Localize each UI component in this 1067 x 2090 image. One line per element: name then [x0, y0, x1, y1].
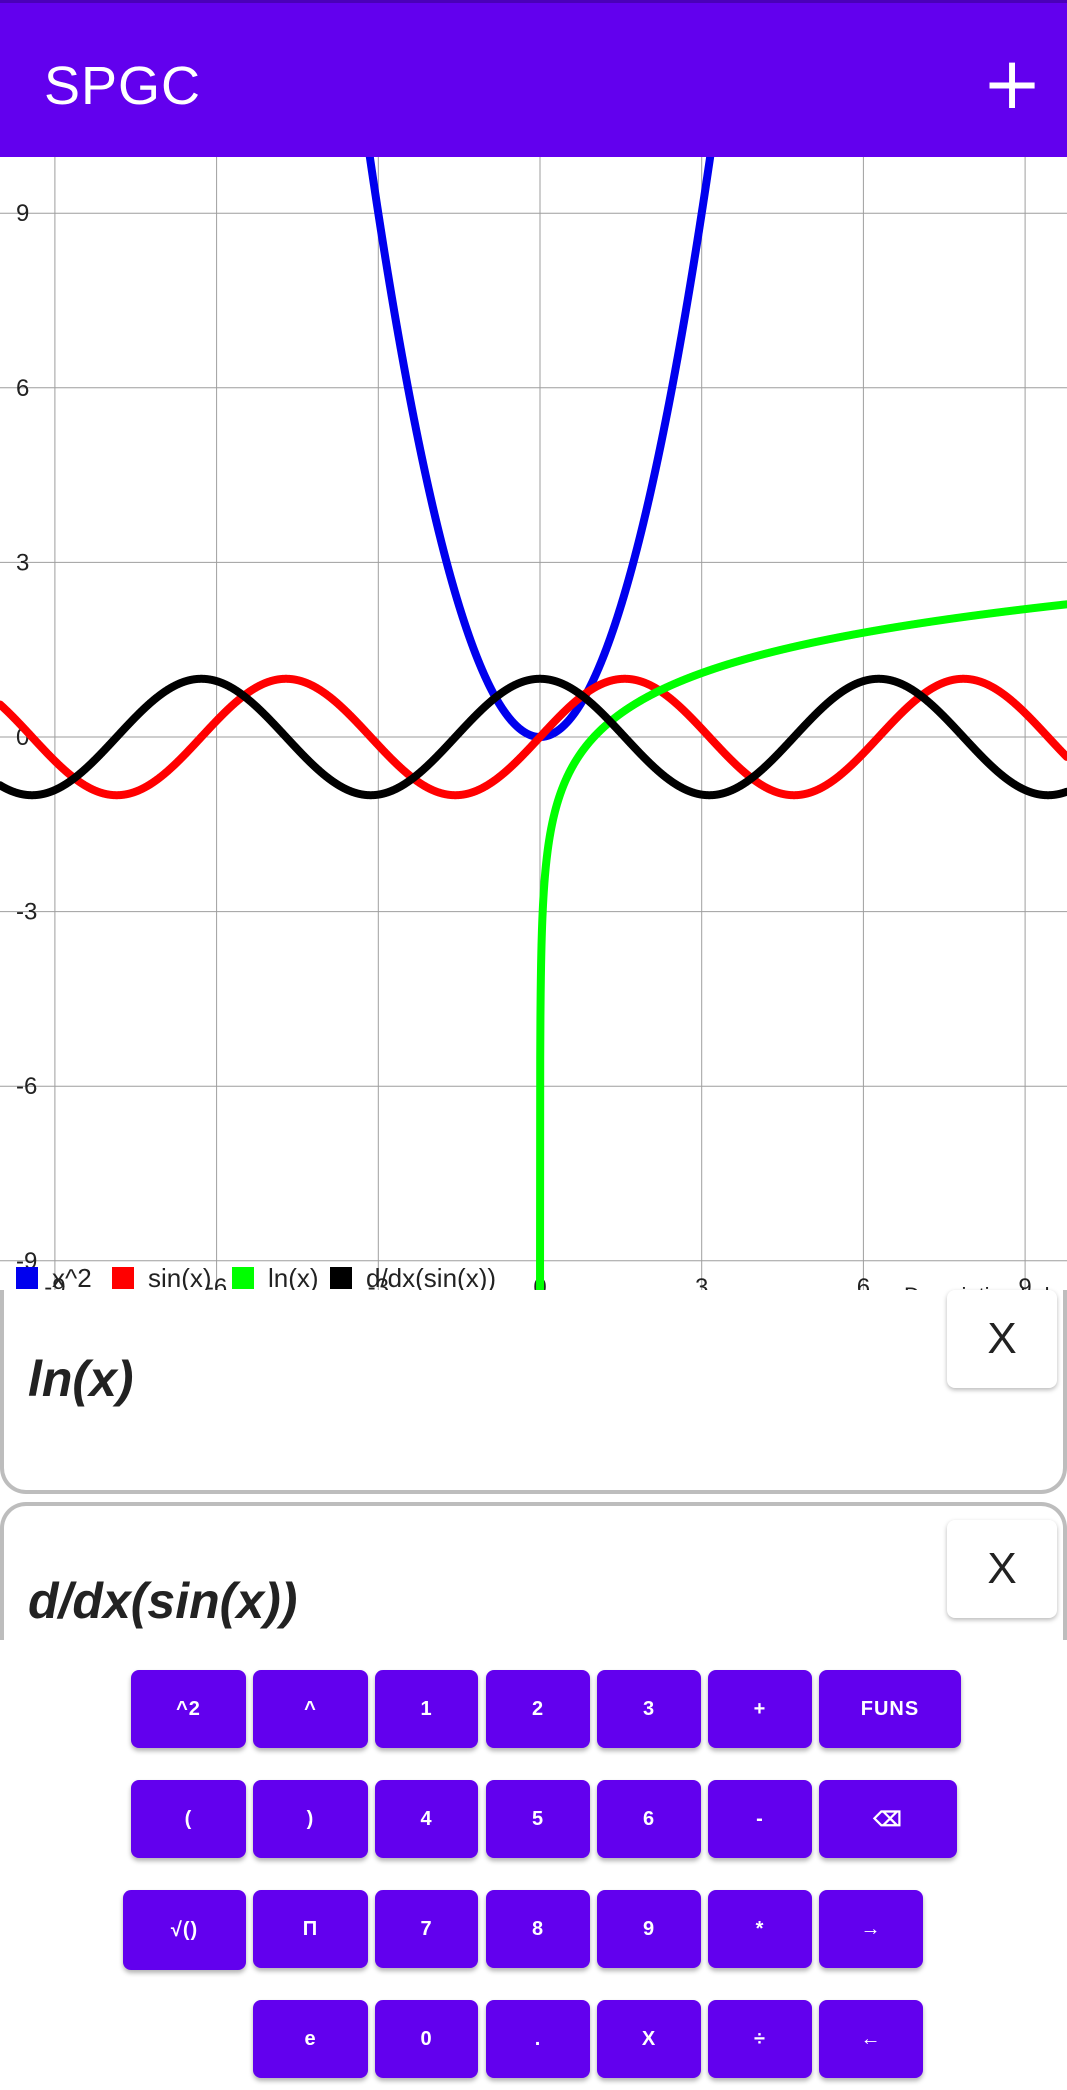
key-divide[interactable]: ÷: [708, 2000, 812, 2078]
key-pi[interactable]: Π: [253, 1890, 368, 1968]
app-title: SPGC: [44, 56, 202, 116]
key-3[interactable]: 3: [597, 1670, 701, 1748]
math-keyboard: ^2 ^ 1 2 3 + FUNS () 4 5 6- ⌫ √() Π 7 8 9 * → e 0. X ÷ ←: [0, 1640, 1067, 2090]
key-0[interactable]: 0: [375, 2000, 478, 2078]
key-1[interactable]: 1: [375, 1670, 478, 1748]
key-7[interactable]: 7: [375, 1890, 478, 1968]
legend-swatch: [232, 1267, 254, 1289]
key-close-paren[interactable]: ): [253, 1780, 368, 1858]
key-6[interactable]: 6: [597, 1780, 701, 1858]
key-4[interactable]: 4: [375, 1780, 478, 1858]
key-5[interactable]: 5: [486, 1780, 590, 1858]
y-tick-label: 6: [16, 375, 29, 402]
y-tick-label: 9: [16, 200, 29, 227]
function-expression[interactable]: ln(x): [28, 1351, 134, 1407]
key-open-paren[interactable]: (: [131, 1780, 246, 1858]
key-decimal[interactable]: .: [486, 2000, 590, 2078]
function-expression[interactable]: d/dx(sin(x)): [28, 1573, 298, 1629]
key-square[interactable]: ^2: [131, 1670, 246, 1748]
key-x[interactable]: X: [597, 2000, 701, 2078]
key-e[interactable]: e: [253, 2000, 368, 2078]
remove-function-button[interactable]: X: [947, 1290, 1057, 1388]
series-curve: [0, 674, 1067, 800]
y-tick-label: -3: [16, 899, 37, 926]
key-8[interactable]: 8: [486, 1890, 590, 1968]
series-curve: [0, 674, 1067, 800]
legend-label: sin(x): [148, 1263, 212, 1293]
function-card[interactable]: ln(x) X: [0, 1290, 1067, 1494]
key-power[interactable]: ^: [253, 1670, 368, 1748]
y-tick-label: 3: [16, 549, 29, 576]
legend-swatch: [112, 1267, 134, 1289]
key-funs[interactable]: FUNS: [819, 1670, 961, 1748]
key-backspace[interactable]: ⌫: [819, 1780, 957, 1858]
key-cursor-left[interactable]: ←: [819, 2000, 923, 2078]
remove-function-button[interactable]: X: [947, 1520, 1057, 1618]
key-plus[interactable]: +: [708, 1670, 812, 1748]
key-2[interactable]: 2: [486, 1670, 590, 1748]
key-sqrt[interactable]: √(): [123, 1890, 246, 1970]
key-minus[interactable]: -: [708, 1780, 812, 1858]
key-cursor-right[interactable]: →: [819, 1890, 923, 1968]
legend-swatch: [330, 1267, 352, 1289]
series-curve: [536, 600, 1067, 1317]
y-tick-label: -6: [16, 1073, 37, 1100]
key-9[interactable]: 9: [597, 1890, 701, 1968]
key-multiply[interactable]: *: [708, 1890, 812, 1968]
graph-view[interactable]: 9 6 3 0 -3 -6 -9 -9 -6 -3 0 3 6 9 x^2 sin(x) ln(x) d/dx(s…: [0, 157, 1067, 1317]
legend-swatch: [16, 1267, 38, 1289]
legend-label: ln(x): [268, 1263, 319, 1293]
app-bar: SPGC +: [0, 0, 1067, 157]
legend-label: d/dx(sin(x)): [366, 1263, 496, 1293]
add-function-button[interactable]: +: [981, 41, 1043, 125]
legend-label: x^2: [52, 1263, 92, 1293]
